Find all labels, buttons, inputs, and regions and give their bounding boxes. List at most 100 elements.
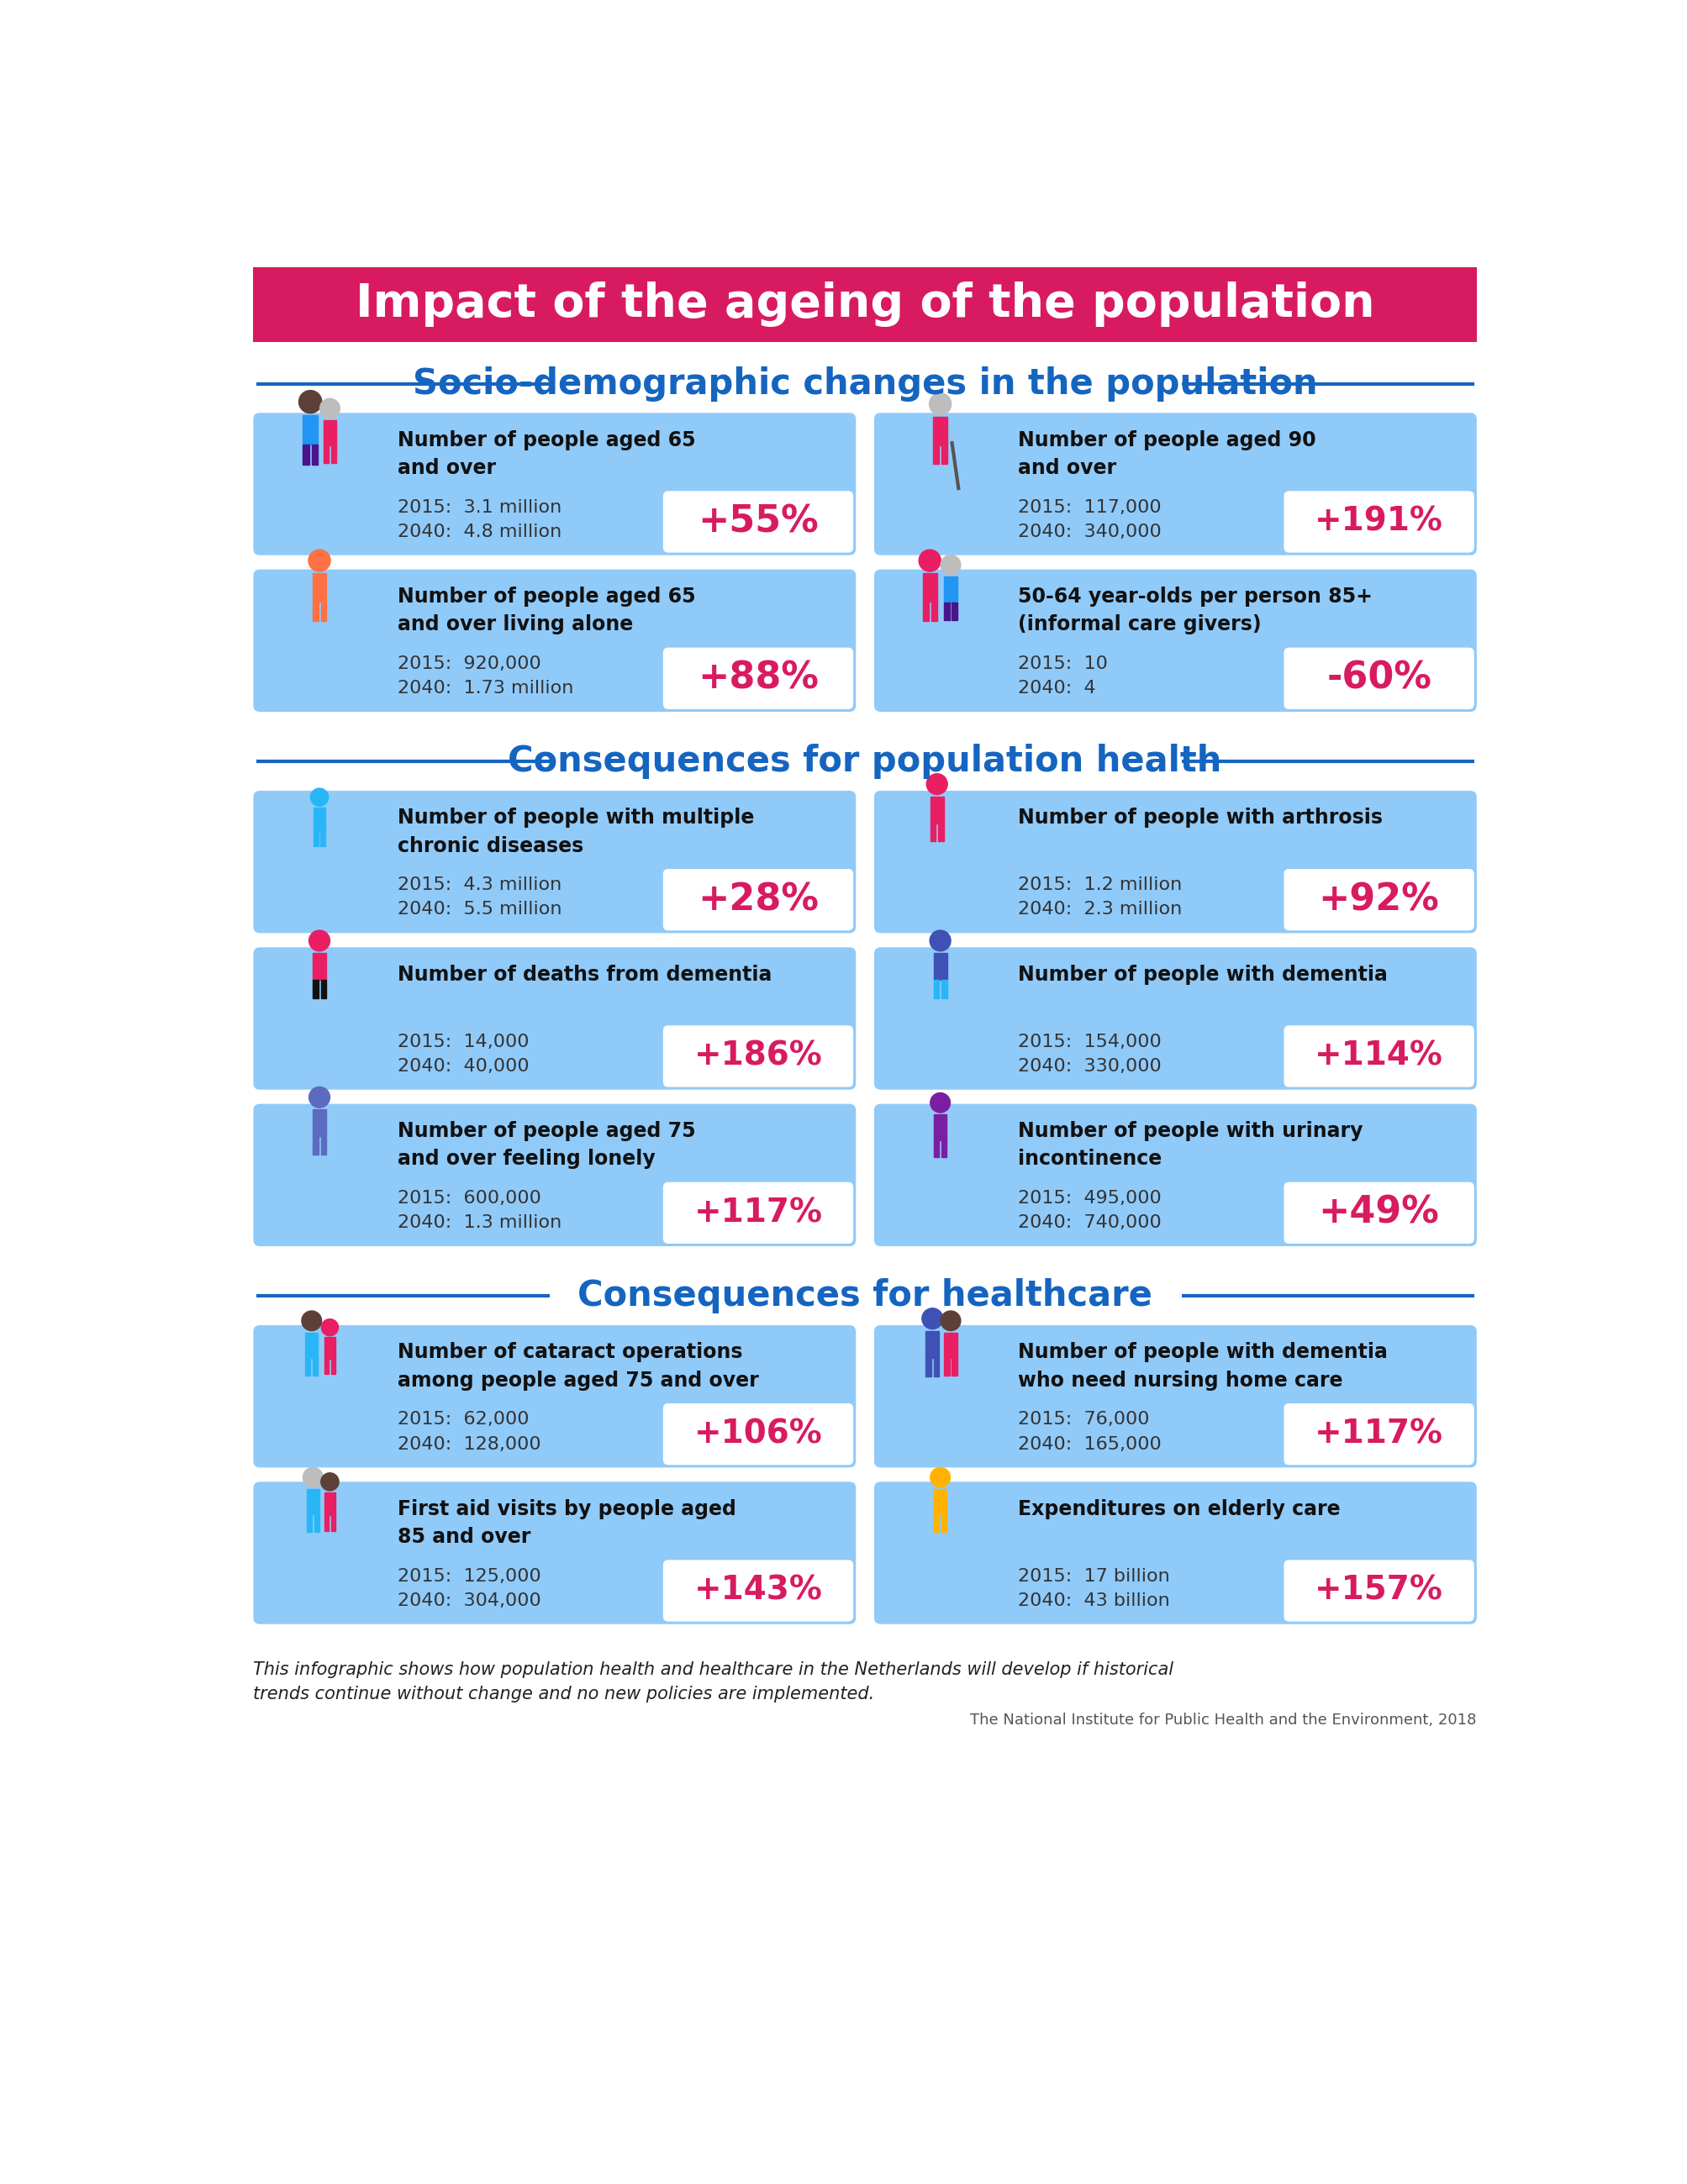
Text: Number of people aged 65
and over living alone: Number of people aged 65 and over living… <box>396 587 695 636</box>
FancyBboxPatch shape <box>874 948 1476 1090</box>
FancyBboxPatch shape <box>663 1559 854 1621</box>
Bar <box>933 1140 938 1158</box>
Text: +49%: +49% <box>1318 1195 1439 1232</box>
Bar <box>321 1136 326 1155</box>
FancyBboxPatch shape <box>663 491 854 553</box>
Text: Impact of the ageing of the population: Impact of the ageing of the population <box>356 282 1373 328</box>
Circle shape <box>930 1468 950 1487</box>
Text: +117%: +117% <box>693 1197 822 1230</box>
Text: Number of cataract operations
among people aged 75 and over: Number of cataract operations among peop… <box>396 1343 757 1391</box>
Circle shape <box>921 1308 943 1328</box>
Bar <box>951 603 957 620</box>
Bar <box>930 823 935 841</box>
Bar <box>307 1489 319 1516</box>
Text: 2040:  1.3 million: 2040: 1.3 million <box>396 1214 562 1232</box>
Text: Number of people with multiple
chronic diseases: Number of people with multiple chronic d… <box>396 808 754 856</box>
Bar <box>314 808 326 830</box>
Circle shape <box>930 393 951 415</box>
FancyBboxPatch shape <box>663 1404 854 1465</box>
Bar <box>314 830 319 847</box>
FancyBboxPatch shape <box>874 570 1476 712</box>
Text: 2040:  128,000: 2040: 128,000 <box>396 1435 540 1452</box>
FancyBboxPatch shape <box>253 1326 855 1468</box>
FancyBboxPatch shape <box>253 570 855 712</box>
FancyBboxPatch shape <box>1284 1559 1473 1621</box>
FancyBboxPatch shape <box>663 869 854 930</box>
Bar <box>951 1358 957 1376</box>
Bar <box>312 981 319 998</box>
Text: 2015:  1.2 million: 2015: 1.2 million <box>1017 876 1181 893</box>
FancyBboxPatch shape <box>1284 869 1473 930</box>
Bar <box>312 1136 319 1155</box>
Bar <box>924 1330 938 1358</box>
Bar <box>933 981 938 998</box>
Bar <box>933 1114 946 1140</box>
Bar <box>302 446 309 465</box>
Bar <box>312 446 317 465</box>
Bar <box>331 446 336 463</box>
Circle shape <box>930 1092 950 1112</box>
Text: Number of deaths from dementia: Number of deaths from dementia <box>396 965 771 985</box>
FancyBboxPatch shape <box>663 1026 854 1088</box>
Text: 2015:  920,000: 2015: 920,000 <box>396 655 540 673</box>
Bar <box>943 603 950 620</box>
Text: 2015:  600,000: 2015: 600,000 <box>396 1190 540 1206</box>
Text: 2040:  304,000: 2040: 304,000 <box>396 1592 540 1610</box>
FancyBboxPatch shape <box>253 413 855 555</box>
Bar <box>324 1516 329 1531</box>
Bar <box>324 419 336 446</box>
Text: 2015:  117,000: 2015: 117,000 <box>1017 498 1161 515</box>
Circle shape <box>940 1310 960 1330</box>
Bar <box>933 1516 938 1533</box>
Text: Number of people with dementia
who need nursing home care: Number of people with dementia who need … <box>1017 1343 1387 1391</box>
Bar <box>941 446 946 465</box>
Bar <box>331 1358 336 1374</box>
Circle shape <box>302 1468 322 1487</box>
Text: +157%: +157% <box>1314 1575 1442 1607</box>
Bar <box>314 1516 319 1533</box>
Bar <box>307 1516 312 1533</box>
Text: Number of people aged 75
and over feeling lonely: Number of people aged 75 and over feelin… <box>396 1120 695 1168</box>
Bar <box>324 1358 329 1374</box>
Text: +106%: +106% <box>693 1417 822 1450</box>
FancyBboxPatch shape <box>874 1481 1476 1625</box>
Text: 2040:  4.8 million: 2040: 4.8 million <box>396 524 562 539</box>
Bar <box>312 952 326 981</box>
Text: +55%: +55% <box>697 505 818 539</box>
FancyBboxPatch shape <box>663 1182 854 1243</box>
Bar <box>253 266 1476 341</box>
Circle shape <box>940 555 960 574</box>
Text: Number of people aged 90
and over: Number of people aged 90 and over <box>1017 430 1316 478</box>
Bar <box>321 830 326 847</box>
Bar <box>923 601 928 620</box>
Bar <box>933 446 938 465</box>
Text: 2040:  4: 2040: 4 <box>1017 679 1095 697</box>
Circle shape <box>302 1310 322 1330</box>
FancyBboxPatch shape <box>253 1103 855 1247</box>
Bar <box>305 1358 310 1376</box>
Circle shape <box>309 550 331 572</box>
Circle shape <box>321 397 339 419</box>
Bar <box>941 1140 946 1158</box>
Circle shape <box>930 930 950 950</box>
Bar <box>943 1358 950 1376</box>
Bar <box>302 415 317 446</box>
Text: +28%: +28% <box>697 882 818 917</box>
Text: Number of people aged 65
and over: Number of people aged 65 and over <box>396 430 695 478</box>
Text: 2015:  125,000: 2015: 125,000 <box>396 1568 540 1586</box>
Text: +186%: +186% <box>693 1040 822 1072</box>
Circle shape <box>309 930 329 950</box>
FancyBboxPatch shape <box>1284 491 1473 553</box>
Bar <box>938 823 943 841</box>
Text: +114%: +114% <box>1314 1040 1442 1072</box>
Bar <box>931 601 936 620</box>
Text: Expenditures on elderly care: Expenditures on elderly care <box>1017 1498 1339 1520</box>
Text: First aid visits by people aged
85 and over: First aid visits by people aged 85 and o… <box>396 1498 736 1546</box>
FancyBboxPatch shape <box>874 1326 1476 1468</box>
Bar <box>930 797 943 823</box>
Text: 2040:  165,000: 2040: 165,000 <box>1017 1435 1161 1452</box>
Bar <box>321 981 326 998</box>
Text: +92%: +92% <box>1318 882 1439 917</box>
Text: 2015:  495,000: 2015: 495,000 <box>1017 1190 1161 1206</box>
Bar <box>933 1489 946 1516</box>
